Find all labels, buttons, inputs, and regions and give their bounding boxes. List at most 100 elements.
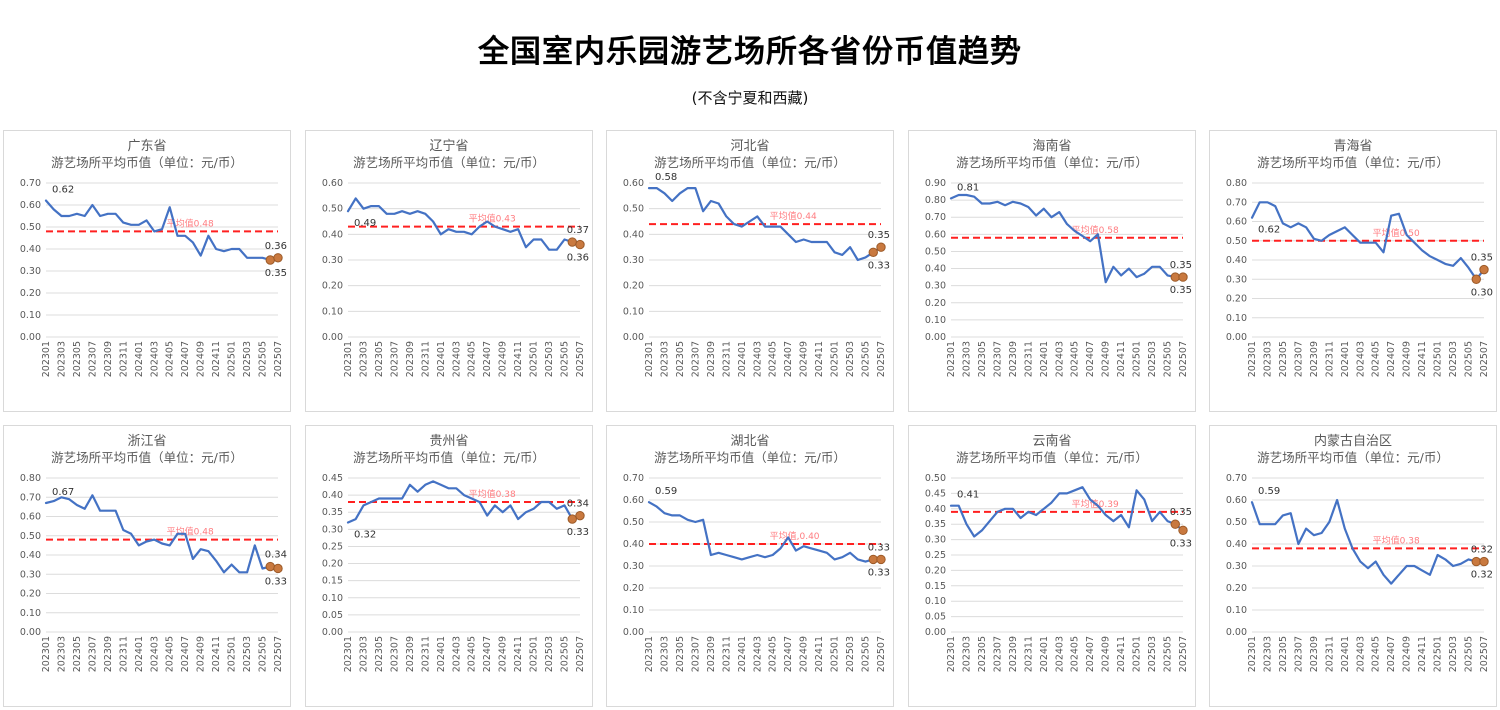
trend-line xyxy=(346,197,581,251)
y-tick-label: 0.10 xyxy=(1226,605,1247,616)
chart-card-2: 辽宁省 游艺场所平均币值（单位：元/币） 0.00 0.10 0.20 0.30 0.40 0… xyxy=(304,130,593,412)
y-tick-label: 0.50 xyxy=(924,246,945,257)
x-tick-label: 202309 xyxy=(1309,636,1320,672)
x-tick-label: 202307 xyxy=(389,341,400,377)
y-tick-label: 0.50 xyxy=(20,531,41,542)
x-tick-label: 202503 xyxy=(242,636,253,672)
x-tick-label: 202303 xyxy=(358,636,369,672)
end-label-bottom: 0.33 xyxy=(868,567,890,578)
x-tick-label: 202409 xyxy=(1402,341,1413,377)
x-tick-label: 202411 xyxy=(1116,636,1127,672)
end-point-marker xyxy=(273,563,283,574)
x-tick-label: 202507 xyxy=(1178,341,1189,377)
end-label-bottom: 0.36 xyxy=(566,253,588,264)
x-tick-label: 202503 xyxy=(242,341,253,377)
x-tick-label: 202403 xyxy=(451,636,462,672)
chart-title: 青海省 xyxy=(1333,139,1372,154)
y-tick-label: 0.10 xyxy=(20,310,41,321)
y-tick-label: 0.10 xyxy=(1226,313,1247,324)
end-label-top: 0.32 xyxy=(1471,545,1493,556)
trend-line xyxy=(346,480,581,524)
trend-line xyxy=(44,199,280,262)
x-tick-label: 202505 xyxy=(1162,341,1173,377)
x-tick-label: 202403 xyxy=(149,636,160,672)
x-tick-label: 202407 xyxy=(482,341,493,377)
chart-card-1: 广东省 游艺场所平均币值（单位：元/币） 0.00 0.10 0.20 0.30 0.40 0… xyxy=(3,130,291,412)
end-point-marker xyxy=(574,239,585,250)
chart-subtitle: 游艺场所平均币值（单位：元/币） xyxy=(353,155,545,170)
x-tick-label: 202411 xyxy=(1116,341,1127,377)
x-tick-label: 202507 xyxy=(575,341,586,377)
y-tick-label: 0.00 xyxy=(623,627,644,638)
first-point-label: 0.49 xyxy=(354,218,376,229)
first-point-label: 0.81 xyxy=(957,182,979,193)
x-tick-label: 202503 xyxy=(845,636,856,672)
chart-subtitle: 游艺场所平均币值（单位：元/币） xyxy=(654,155,846,170)
average-label: 平均值0.43 xyxy=(468,213,515,225)
chart-title: 贵州省 xyxy=(429,434,468,449)
end-label-top: 0.36 xyxy=(265,241,287,252)
chart-card-7: 贵州省 游艺场所平均币值（单位：元/币） 0.00 0.05 0.10 0.15 0.20 0… xyxy=(304,425,593,707)
y-tick-label: 0.30 xyxy=(623,561,644,572)
y-tick-label: 0.00 xyxy=(20,332,41,343)
x-tick-label: 202405 xyxy=(1371,636,1382,672)
y-tick-label: 0.00 xyxy=(20,627,41,638)
chart-subtitle: 游艺场所平均币值（单位：元/币） xyxy=(353,450,545,465)
x-tick-label: 202305 xyxy=(976,341,987,377)
y-tick-label: 0.20 xyxy=(20,589,41,600)
x-tick-label: 202309 xyxy=(706,636,717,672)
x-tick-label: 202305 xyxy=(373,341,384,377)
x-tick-label: 202309 xyxy=(706,341,717,377)
x-tick-label: 202403 xyxy=(1054,636,1065,672)
y-tick-label: 0.60 xyxy=(623,495,644,506)
end-label-bottom: 0.35 xyxy=(265,268,287,279)
end-point-marker xyxy=(1177,525,1188,536)
x-tick-label: 202301 xyxy=(644,636,655,672)
x-tick-label: 202309 xyxy=(103,636,114,672)
x-tick-label: 202309 xyxy=(1007,636,1018,672)
end-label-bottom: 0.33 xyxy=(566,527,588,538)
chart-title: 湖北省 xyxy=(730,434,769,449)
trend-line xyxy=(1250,498,1486,585)
x-tick-label: 202307 xyxy=(690,341,701,377)
x-tick-label: 202401 xyxy=(435,636,446,672)
y-tick-label: 0.50 xyxy=(20,222,41,233)
x-tick-label: 202301 xyxy=(1247,636,1258,672)
x-tick-label: 202411 xyxy=(814,636,825,672)
end-label-top: 0.35 xyxy=(868,230,890,241)
x-tick-label: 202411 xyxy=(1417,636,1428,672)
x-tick-label: 202403 xyxy=(451,341,462,377)
trend-line xyxy=(1250,201,1486,281)
y-tick-label: 0.70 xyxy=(20,492,41,503)
chart-title: 云南省 xyxy=(1032,433,1071,449)
y-tick-label: 0.00 xyxy=(1226,627,1247,638)
x-tick-label: 202403 xyxy=(752,636,763,672)
x-tick-label: 202407 xyxy=(1085,341,1096,377)
x-tick-label: 202505 xyxy=(1162,636,1173,672)
end-label-top: 0.35 xyxy=(1169,260,1191,271)
x-tick-label: 202503 xyxy=(1147,636,1158,672)
x-tick-label: 202303 xyxy=(56,636,67,672)
x-tick-label: 202411 xyxy=(513,341,524,377)
x-tick-label: 202507 xyxy=(273,341,284,377)
chart-title: 河北省 xyxy=(730,139,769,154)
y-tick-label: 0.30 xyxy=(20,266,41,277)
y-tick-label: 0.40 xyxy=(20,550,41,561)
trend-line xyxy=(949,486,1184,538)
x-tick-label: 202401 xyxy=(134,636,145,672)
x-tick-label: 202409 xyxy=(1100,341,1111,377)
x-tick-label: 202311 xyxy=(118,636,129,672)
y-tick-label: 0.05 xyxy=(321,610,342,621)
y-tick-label: 0.40 xyxy=(1226,539,1247,550)
x-tick-label: 202305 xyxy=(675,341,686,377)
y-tick-label: 0.40 xyxy=(623,229,644,240)
y-tick-label: 0.20 xyxy=(623,583,644,594)
x-tick-label: 202507 xyxy=(273,636,284,672)
x-tick-label: 202401 xyxy=(1038,341,1049,377)
y-tick-label: 0.60 xyxy=(321,178,342,189)
